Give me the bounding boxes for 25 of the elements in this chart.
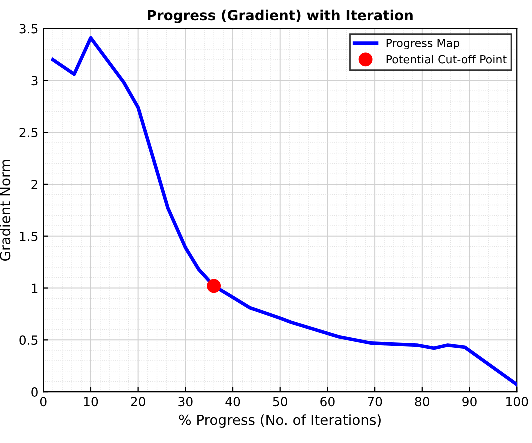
y-tick-label: 0.5 — [20, 336, 38, 346]
y-tick-label: 3.5 — [20, 24, 38, 34]
x-tick-label: 10 — [84, 397, 98, 407]
x-tick-label: 50 — [273, 397, 288, 407]
y-axis-title: Gradient Norm — [0, 160, 11, 262]
x-tick-label: 30 — [178, 397, 193, 407]
x-tick-label: 70 — [368, 397, 382, 407]
y-tick-label: 3 — [32, 76, 38, 86]
legend-label: Progress Map — [386, 39, 460, 50]
y-tick-label: 0 — [32, 388, 38, 397]
x-tick-label: 90 — [462, 397, 477, 407]
y-tick-label: 1.5 — [20, 232, 38, 242]
y-tick-label: 1 — [32, 284, 38, 294]
x-tick-label: 20 — [131, 397, 146, 407]
x-tick-label: 0 — [40, 397, 47, 407]
x-tick-label: 40 — [226, 397, 240, 407]
y-tick-label: 2.5 — [20, 128, 38, 138]
line-series — [51, 36, 518, 387]
x-tick-label: 100 — [506, 397, 528, 407]
y-tick-label: 2 — [32, 180, 38, 190]
chart-title: Progress (Gradient) with Iteration — [148, 10, 413, 24]
x-tick-label: 80 — [415, 397, 430, 407]
x-axis-title: % Progress (No. of Iterations) — [179, 414, 381, 428]
x-tick-label: 60 — [320, 397, 335, 407]
legend-label: Potential Cut-off Point — [386, 55, 507, 64]
